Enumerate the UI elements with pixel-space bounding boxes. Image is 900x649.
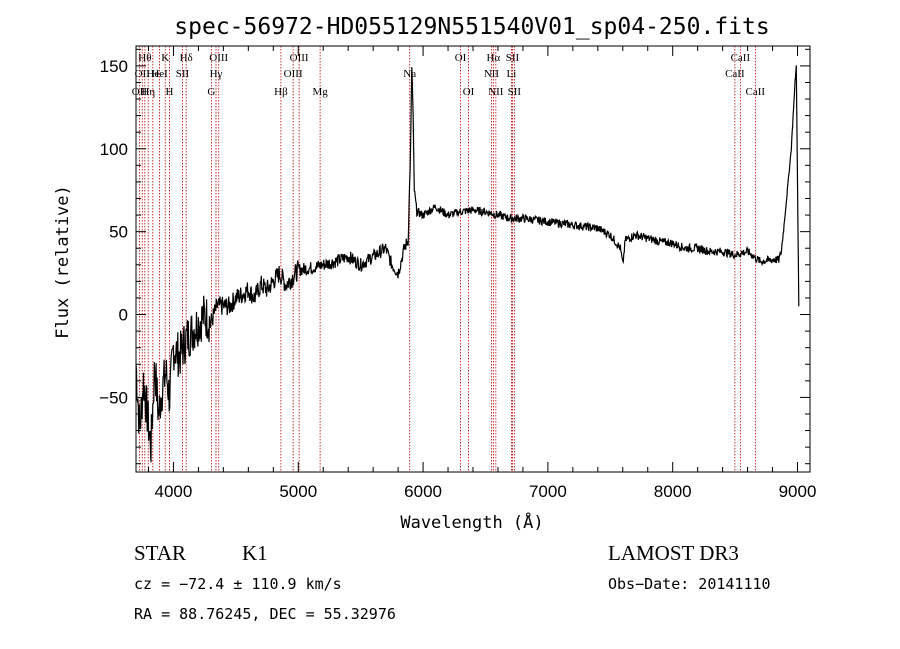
line-label-22: NII (488, 86, 504, 98)
line-label-21: Hα (486, 52, 500, 64)
line-label-12: OIII (209, 52, 228, 64)
line-label-26: CaII (725, 68, 745, 80)
line-label-1: OII (135, 68, 151, 80)
line-label-3: Hη (141, 86, 155, 98)
spectral-line-markers (138, 46, 756, 472)
line-label-9: Hδ (180, 52, 193, 64)
line-label-23: Li (507, 68, 517, 80)
x-tick-label-0: 4000 (155, 482, 193, 501)
line-label-27: CaII (731, 52, 751, 64)
spectrum-series-line (135, 65, 800, 463)
line-label-11: Hγ (210, 68, 223, 80)
line-label-15: OIII (290, 52, 309, 64)
line-label-17: Na (403, 68, 416, 80)
line-label-14: OIII (284, 68, 303, 80)
line-label-4: He (146, 68, 159, 80)
redshift-cz: cz = −72.4 ± 110.9 km/s (134, 575, 342, 593)
x-axis-label: Wavelength (Å) (400, 511, 543, 533)
x-axis-ticks: 4000 5000 6000 7000 8000 9000 (147, 46, 817, 501)
object-subclass: K1 (242, 541, 268, 565)
plot-frame (135, 45, 811, 473)
x-tick-label-2: 6000 (404, 482, 442, 501)
observation-date: Obs−Date: 20141110 (608, 575, 771, 593)
line-label-6: K (161, 52, 169, 64)
line-label-8: SII (176, 68, 190, 80)
y-tick-label-1: 0 (119, 306, 128, 325)
ra-dec-coordinates: RA = 88.76245, DEC = 55.32976 (134, 605, 396, 623)
line-label-18: OI (455, 52, 467, 64)
line-label-7: H (165, 86, 173, 98)
y-tick-label-3: 100 (100, 140, 128, 159)
line-label-20: NII (484, 68, 500, 80)
y-axis-ticks: −50 0 50 100 150 (99, 48, 810, 465)
line-label-13: Hβ (274, 86, 288, 98)
y-tick-label-0: −50 (99, 388, 128, 407)
spectral-line-labels: OIIOIIHθHηHeHeIKHSIIHδGHγOIIIHβOIIIOIIIM… (132, 52, 766, 98)
x-tick-label-3: 7000 (529, 482, 567, 501)
y-axis-label: Flux (relative) (53, 185, 73, 339)
line-label-10: G (207, 86, 215, 98)
x-tick-label-5: 9000 (779, 482, 817, 501)
line-label-5: HeI (151, 68, 168, 80)
line-label-16: Mg (312, 86, 328, 98)
y-tick-label-2: 50 (109, 223, 128, 242)
chart-title: spec-56972-HD055129N551540V01_sp04-250.f… (174, 14, 769, 40)
line-label-24: SII (506, 52, 520, 64)
line-label-25: SII (508, 86, 522, 98)
object-class: STAR (134, 541, 186, 565)
x-tick-label-4: 8000 (654, 482, 692, 501)
line-label-2: Hθ (138, 52, 151, 64)
x-tick-label-1: 5000 (279, 482, 317, 501)
line-label-19: OI (463, 86, 475, 98)
survey-name: LAMOST DR3 (608, 541, 739, 565)
y-tick-label-4: 150 (100, 57, 128, 76)
line-label-28: CaII (746, 86, 766, 98)
